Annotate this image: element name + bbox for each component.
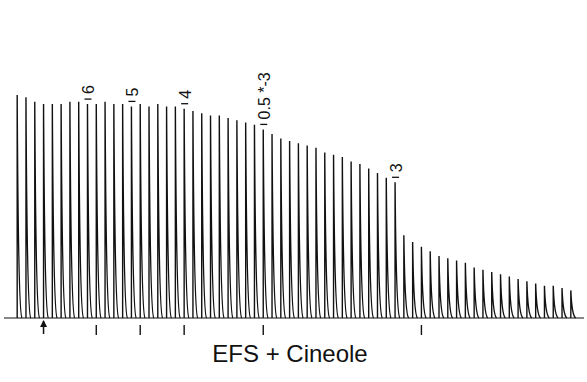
annotation-dash	[181, 103, 188, 104]
twitch	[316, 148, 321, 318]
twitch	[369, 169, 374, 319]
twitch	[386, 178, 391, 318]
annotation: 5	[124, 87, 141, 96]
twitch	[263, 129, 268, 318]
twitch	[290, 141, 295, 318]
twitch	[211, 116, 216, 318]
twitch	[544, 286, 549, 318]
twitch	[219, 116, 224, 318]
twitch	[448, 258, 453, 318]
twitch	[281, 139, 286, 318]
twitch	[421, 247, 426, 318]
twitch	[325, 152, 330, 318]
twitch	[395, 182, 400, 318]
twitch	[342, 157, 347, 318]
twitch	[474, 267, 479, 318]
twitch	[430, 251, 435, 318]
twitch	[377, 173, 382, 318]
twitch	[272, 134, 277, 318]
twitch	[70, 102, 75, 318]
twitch	[492, 272, 497, 318]
annotation: 6	[80, 85, 97, 94]
twitch	[307, 146, 312, 319]
twitch	[184, 109, 189, 318]
twitch	[413, 242, 418, 318]
twitch	[536, 284, 541, 319]
twitch	[26, 97, 31, 318]
stimulus-arrow	[40, 320, 47, 334]
twitch	[571, 290, 576, 318]
twitch	[509, 277, 514, 318]
chart: 6 5 4 0.5 *-3 3 EFS + Cineole	[0, 0, 587, 382]
twitch	[193, 111, 198, 318]
twitch	[167, 106, 172, 318]
twitch	[158, 104, 163, 318]
twitch	[228, 118, 233, 318]
twitch	[246, 123, 251, 319]
twitch	[527, 281, 532, 318]
twitch	[175, 106, 180, 318]
twitch	[44, 104, 49, 318]
twitch	[123, 104, 128, 318]
annotation: 0.5 *-3	[256, 72, 273, 119]
twitch	[254, 125, 259, 318]
dose-tick	[96, 325, 97, 335]
twitch	[501, 274, 506, 318]
twitch	[404, 235, 409, 318]
annotation-dash	[392, 177, 399, 178]
twitch	[351, 162, 356, 318]
twitch	[465, 263, 470, 318]
twitch	[140, 104, 145, 318]
twitch	[61, 104, 66, 318]
twitch	[105, 102, 110, 318]
arrow-head	[40, 320, 47, 327]
dose-tick	[421, 325, 422, 335]
twitch	[202, 113, 207, 318]
twitch	[96, 104, 101, 318]
twitches	[17, 95, 575, 318]
annotation: 4	[177, 90, 194, 99]
twitch	[149, 106, 154, 318]
annotation-dash	[260, 124, 267, 125]
annotation-dash	[84, 98, 91, 99]
dose-tick	[183, 325, 184, 335]
annotation-dash	[128, 101, 135, 102]
twitch	[52, 104, 57, 318]
dose-tick	[140, 325, 141, 335]
twitch	[298, 143, 303, 318]
twitch	[87, 104, 92, 318]
twitch	[553, 286, 558, 318]
twitch	[360, 164, 365, 318]
twitch	[439, 256, 444, 318]
twitch	[35, 102, 40, 318]
dose-tick	[263, 325, 264, 335]
twitch	[518, 279, 523, 318]
twitch	[131, 106, 136, 318]
x-label: EFS + Cineole	[212, 340, 367, 367]
twitch	[17, 95, 22, 318]
twitch	[114, 104, 119, 318]
annotation: 3	[388, 163, 405, 172]
twitch	[483, 270, 488, 318]
twitch	[334, 155, 339, 318]
twitch	[562, 288, 567, 318]
twitch	[237, 120, 242, 318]
twitch	[79, 102, 84, 318]
twitch	[457, 261, 462, 319]
